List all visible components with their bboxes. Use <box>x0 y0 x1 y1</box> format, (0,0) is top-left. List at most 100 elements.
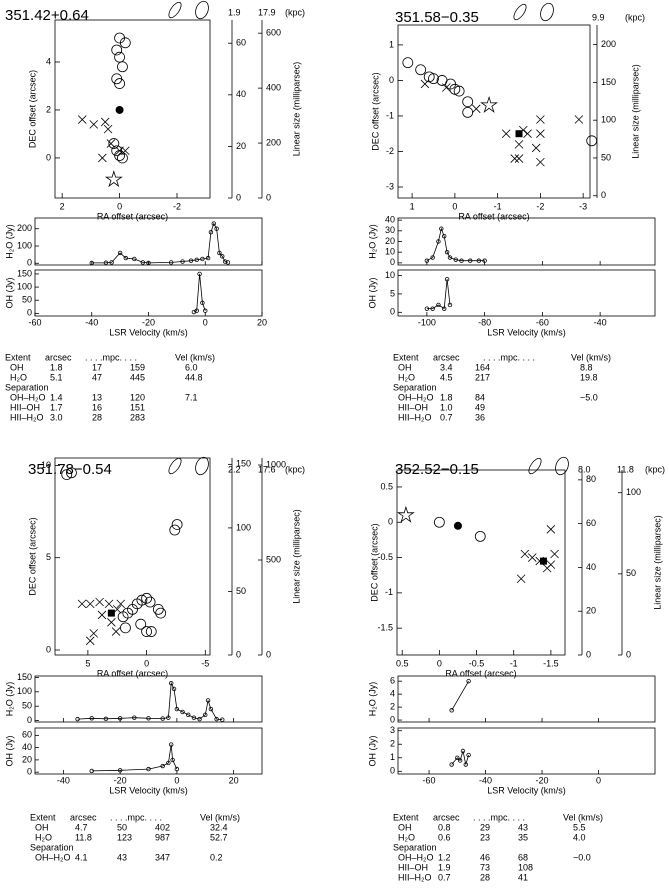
table-header: arcsec <box>70 812 97 822</box>
x-axis-label: LSR Velocity (km/s) <box>109 327 188 337</box>
y-tick-label: 20 <box>22 754 32 764</box>
size-tick-label: 0 <box>626 649 631 659</box>
panel-title: 351.78−0.54 <box>28 461 112 478</box>
cross-marker <box>121 146 130 156</box>
distance-label: 1.9 <box>228 7 241 17</box>
circle-marker <box>415 64 427 76</box>
y-tick-label: -1 <box>386 110 394 120</box>
table-cell: 23 <box>480 832 490 842</box>
star-marker <box>480 95 498 113</box>
cross-marker <box>510 154 520 163</box>
y-tick-label: 40 <box>385 215 395 225</box>
circle-marker <box>114 78 125 89</box>
spectrum-point <box>174 766 180 772</box>
table-cell: 7.1 <box>185 392 198 402</box>
table-cell: 47 <box>92 372 102 382</box>
table-cell: HII–H₂O <box>10 412 44 422</box>
star-marker <box>397 505 415 523</box>
y-tick-label: 30 <box>385 225 395 235</box>
table-header: . . . .mpc. . . . <box>110 812 162 822</box>
kpc-label: (kpc) <box>285 464 305 474</box>
distance-label: 8.0 <box>578 464 591 474</box>
spectrum-line <box>451 680 469 711</box>
spectrum-frame <box>34 675 263 723</box>
filled-marker <box>453 521 462 530</box>
size-tick-label: 20 <box>586 606 596 616</box>
circle-marker <box>117 152 128 164</box>
spectrum-point <box>430 255 435 260</box>
circle-marker <box>145 626 157 637</box>
y-tick-label: 4 <box>46 56 51 66</box>
circle-marker <box>462 96 474 108</box>
spectrum-point <box>466 752 471 758</box>
table-cell: 0.2 <box>210 852 223 862</box>
cross-marker <box>89 629 99 638</box>
x-tick-label: 2 <box>60 201 65 211</box>
spectrum-y-label: H₂O (Jy) <box>367 682 377 717</box>
size-tick-label: 20 <box>236 141 246 151</box>
cross-marker <box>514 154 524 163</box>
table-cell: 159 <box>130 362 145 372</box>
table-cell: −5.0 <box>580 392 598 402</box>
circle-marker <box>120 622 131 634</box>
cross-marker <box>528 553 537 562</box>
table-cell: 43 <box>117 852 127 862</box>
size-tick-label: 100 <box>601 115 616 125</box>
circle-marker <box>119 37 131 49</box>
circle-marker <box>433 516 445 528</box>
spectrum-frame <box>34 727 263 775</box>
spectrum-point <box>457 758 463 763</box>
x-tick-label: -20 <box>142 317 155 327</box>
spectrum-line <box>193 273 206 313</box>
size-tick-label: 0 <box>586 649 591 659</box>
y-tick-label: 0 <box>27 767 32 777</box>
panel-title: 352.52−0.15 <box>395 461 479 478</box>
table-cell: 68 <box>518 852 528 862</box>
spectrum-line <box>426 227 485 262</box>
x-tick-label: -80 <box>478 317 491 327</box>
table-cell: 28 <box>480 872 490 882</box>
size-tick-label: 50 <box>601 152 611 162</box>
cross-marker <box>85 599 95 609</box>
x-tick-label: -40 <box>57 775 70 785</box>
table-cell: 19.8 <box>580 372 598 382</box>
panel-title: 351.42+0.64 <box>5 7 89 24</box>
cross-marker <box>546 560 556 569</box>
table-cell: 1.8 <box>50 362 63 372</box>
y-tick-label: 60 <box>22 730 32 740</box>
filled-marker <box>115 105 124 114</box>
cross-marker <box>550 549 559 559</box>
map-frame <box>54 457 211 656</box>
cross-marker <box>442 83 451 92</box>
x-tick-label: 0 <box>596 775 601 785</box>
spectrum-frame <box>397 727 656 775</box>
table-header: . . . .mpc. . . . <box>85 352 137 362</box>
size-tick-label: 100 <box>236 522 251 532</box>
y-tick-label: 6 <box>390 676 395 686</box>
table-cell: 120 <box>130 392 145 402</box>
y-tick-label: 5 <box>46 552 51 562</box>
table-cell: OH <box>398 822 412 832</box>
table-cell: 1.8 <box>440 392 453 402</box>
distance-label: 11.8 <box>617 464 634 474</box>
size-tick-label: 40 <box>236 89 246 99</box>
cross-marker <box>89 120 99 129</box>
spectrum-point <box>180 709 185 715</box>
size-tick-label: 0 <box>266 192 271 202</box>
table-cell: 123 <box>117 832 132 842</box>
table-cell: 5.5 <box>573 822 586 832</box>
y-tick-label: 150 <box>17 672 32 682</box>
size-tick-label: 200 <box>266 137 281 147</box>
table-cell: 43 <box>518 822 528 832</box>
cross-marker <box>531 143 541 153</box>
size-tick-label: 80 <box>586 474 596 484</box>
cross-marker <box>116 599 126 609</box>
table-cell: 6.0 <box>185 362 198 372</box>
spectrum-point <box>197 716 202 722</box>
spectrum-point <box>211 221 216 226</box>
x-tick-label: -5 <box>201 658 209 668</box>
y-tick-label: 4 <box>390 689 395 699</box>
table-cell: 32.4 <box>210 822 228 832</box>
table-cell: Separation <box>393 382 437 392</box>
